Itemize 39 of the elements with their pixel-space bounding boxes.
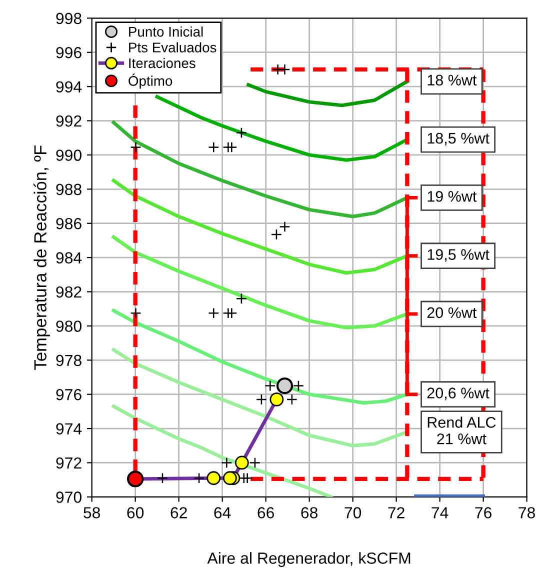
x-tick-label: 64 bbox=[214, 507, 231, 518]
x-tick-label: 60 bbox=[127, 507, 144, 518]
legend-label: Óptimo bbox=[128, 74, 172, 89]
x-tick-label: 72 bbox=[388, 507, 404, 518]
series-label: 18 %wt bbox=[428, 74, 477, 86]
y-tick-label: 996 bbox=[56, 47, 82, 58]
y-tick-label: 990 bbox=[56, 150, 82, 161]
x-tick-label: 68 bbox=[301, 507, 318, 518]
series-label: Rend ALC 21 %wt bbox=[428, 416, 496, 444]
x-tick-label: 66 bbox=[258, 507, 274, 518]
x-tick-label: 74 bbox=[432, 507, 448, 518]
y-tick-label: 994 bbox=[56, 81, 82, 93]
y-tick-label: 980 bbox=[56, 320, 82, 332]
x-tick-label: 62 bbox=[170, 507, 187, 518]
y-tick-label: 984 bbox=[56, 252, 82, 264]
series-label: 19 %wt bbox=[428, 190, 477, 202]
series-label: 20 %wt bbox=[427, 307, 477, 318]
y-tick-label: 988 bbox=[56, 184, 82, 196]
legend-label: Punto Inicial bbox=[129, 26, 203, 37]
series-label: 19,5 %wt bbox=[428, 249, 490, 262]
y-tick-label: 970 bbox=[56, 492, 82, 503]
y-tick-label: 972 bbox=[56, 457, 82, 469]
y-tick-label: 974 bbox=[56, 423, 82, 434]
x-tick-label: 76 bbox=[475, 507, 492, 518]
x-tick-label: 78 bbox=[518, 507, 535, 518]
y-tick-label: 998 bbox=[56, 12, 82, 24]
x-tick-label: 58 bbox=[84, 507, 100, 518]
y-tick-label: 978 bbox=[56, 354, 82, 366]
y-axis-title: Temperatura de Reacción, ºF bbox=[34, 146, 50, 370]
series-label: 18,5 %wt bbox=[428, 132, 490, 146]
legend-label: Iteraciones bbox=[129, 58, 196, 68]
legend-label: Pts Evaluados bbox=[129, 42, 216, 52]
series-label: 20,6 %wt bbox=[427, 388, 490, 400]
y-tick-label: 992 bbox=[56, 115, 82, 127]
y-tick-label: 986 bbox=[56, 218, 82, 230]
y-tick-label: 982 bbox=[56, 286, 82, 298]
x-tick-label: 70 bbox=[344, 507, 362, 518]
x-axis-title: Aire al Regenerador, kSCFM bbox=[207, 552, 410, 567]
y-tick-label: 976 bbox=[56, 388, 82, 400]
